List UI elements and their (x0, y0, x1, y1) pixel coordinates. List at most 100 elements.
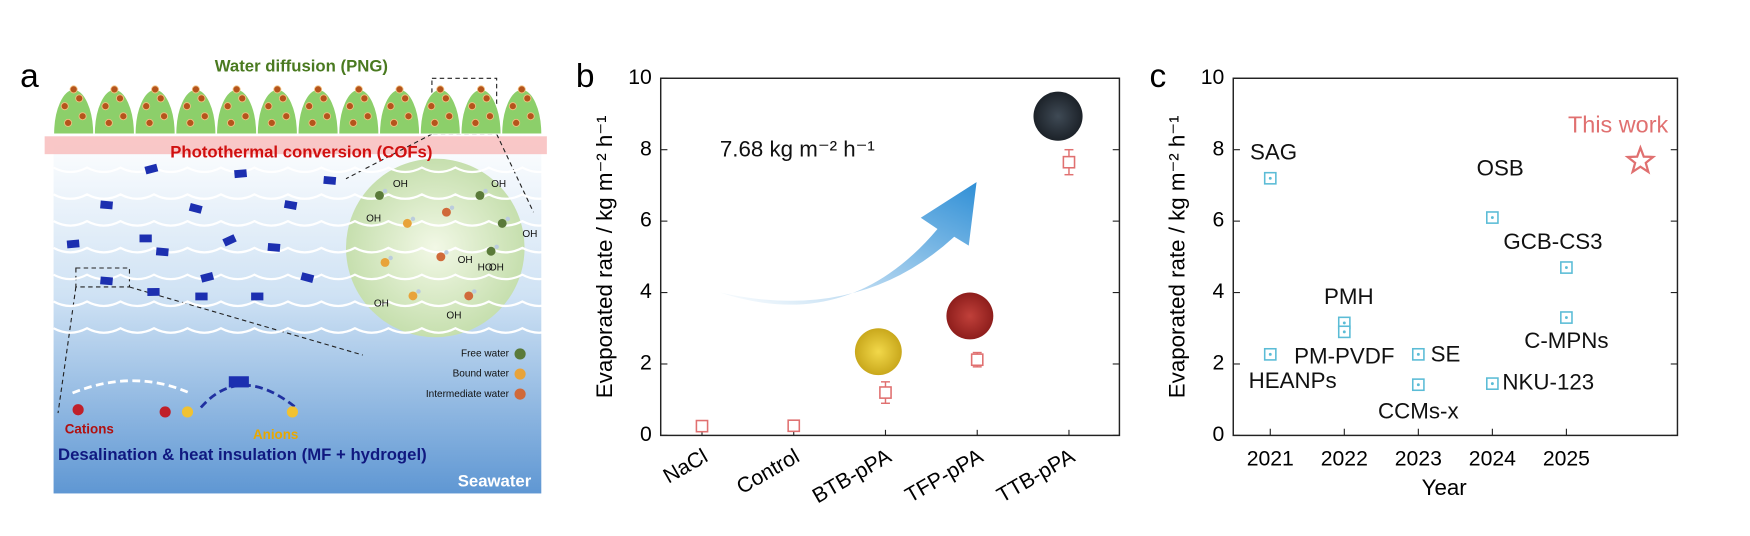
cof-particle (156, 94, 165, 103)
point-label: CCMs-x (1378, 398, 1459, 423)
cof-particle (197, 94, 206, 103)
panel-label: a (20, 58, 39, 95)
water-molecule (497, 218, 507, 228)
plot-frame (1232, 77, 1679, 437)
data-point (1624, 144, 1657, 175)
zoom-line (57, 286, 77, 414)
x-tick-label: 2025 (1543, 448, 1590, 471)
y-tick-label: 10 (1201, 66, 1225, 89)
fiber-node (283, 200, 298, 210)
x-tick-label: TTB-pPA (993, 444, 1079, 507)
x-tick-label: 2022 (1321, 448, 1368, 471)
data-point-center (1564, 316, 1568, 320)
fiber-node (66, 239, 80, 249)
x-tick-label: BTB-pPA (809, 444, 896, 508)
point-label: OSB (1477, 155, 1524, 180)
cof-particle (278, 94, 287, 103)
cof-particle (468, 102, 477, 111)
cof-particle (78, 112, 87, 121)
zoom-bubble (345, 158, 525, 338)
y-tick-label: 10 (628, 66, 652, 89)
cof-particle (305, 102, 314, 111)
fiber-node (100, 276, 113, 286)
cof-particle (282, 112, 291, 121)
cof-particle (349, 118, 358, 127)
point-label: SE (1431, 341, 1461, 366)
point-label: HEANPs (1249, 368, 1337, 393)
gel-bump (378, 88, 421, 135)
y-tick-label: 6 (640, 209, 652, 232)
y-tick-label: 4 (640, 280, 652, 303)
gel-bump (175, 88, 217, 135)
hydroxyl-label: OH (393, 179, 408, 190)
fiber (53, 193, 557, 200)
gel-bump (501, 88, 543, 135)
water-molecule (416, 289, 421, 294)
data-point (1062, 155, 1076, 169)
cof-particle (142, 102, 151, 111)
water-molecule (475, 190, 485, 200)
fiber-node (155, 247, 169, 257)
data-point-center (1490, 382, 1494, 386)
hydroxyl-label: OH (446, 311, 461, 322)
cof-particle (64, 118, 73, 127)
cation (159, 406, 171, 418)
cof-particle (119, 112, 128, 121)
water-molecule (494, 244, 499, 250)
y-tick-label: 0 (640, 423, 652, 446)
cof-particle (322, 112, 332, 121)
ion-label: Anions (253, 427, 298, 442)
data-point-center (1564, 266, 1568, 270)
water-molecule (486, 246, 496, 256)
cof-particle (523, 94, 532, 103)
panel-label: b (576, 58, 595, 95)
point-label: C-MPNs (1524, 328, 1608, 353)
water-molecule (402, 218, 412, 228)
water-molecule (483, 188, 488, 194)
plot-frame (659, 77, 1121, 437)
panel-label: c (1150, 58, 1167, 95)
cof-particle (427, 102, 436, 111)
cof-particle (441, 94, 450, 103)
anion (181, 406, 194, 418)
y-tick-label: 2 (640, 352, 652, 375)
y-tick-label: 0 (1213, 423, 1225, 446)
gel-bump (53, 88, 95, 135)
y-tick-label: 2 (1213, 352, 1225, 375)
cof-particle (482, 94, 491, 103)
fiber (53, 219, 557, 227)
water-molecule (375, 190, 384, 200)
legend-molecule (514, 368, 526, 380)
data-point-center (1268, 176, 1272, 180)
cof-particle (360, 94, 369, 103)
cof-particle (273, 85, 282, 94)
cof-particle (160, 112, 169, 121)
legend-label: Free water (461, 349, 510, 360)
cation (72, 404, 84, 416)
cof-particle (145, 118, 154, 127)
cof-particle (200, 112, 209, 121)
corner-label: Seawater (458, 472, 532, 491)
gel-bump (460, 88, 502, 135)
cof-particle (241, 112, 250, 121)
data-point-center (1342, 330, 1346, 334)
point-label: SAG (1250, 140, 1297, 165)
gel-bump (297, 88, 339, 135)
data-point (879, 386, 892, 399)
cof-particle (404, 112, 413, 121)
point-label: NKU-123 (1502, 370, 1594, 395)
cof-particle (238, 94, 247, 103)
y-tick-label: 8 (1213, 137, 1225, 160)
cof-particle (60, 102, 69, 111)
x-tick-label: NaCl (659, 445, 711, 488)
fiber-node (234, 169, 248, 179)
data-point (787, 419, 801, 433)
cof-particle (227, 118, 236, 127)
zoom-line (129, 286, 363, 356)
sample-photo (946, 292, 994, 340)
y-tick-label: 6 (1213, 209, 1225, 232)
photothermal-band (44, 136, 547, 155)
fiber-node (100, 200, 113, 210)
gel-bump (338, 88, 380, 135)
